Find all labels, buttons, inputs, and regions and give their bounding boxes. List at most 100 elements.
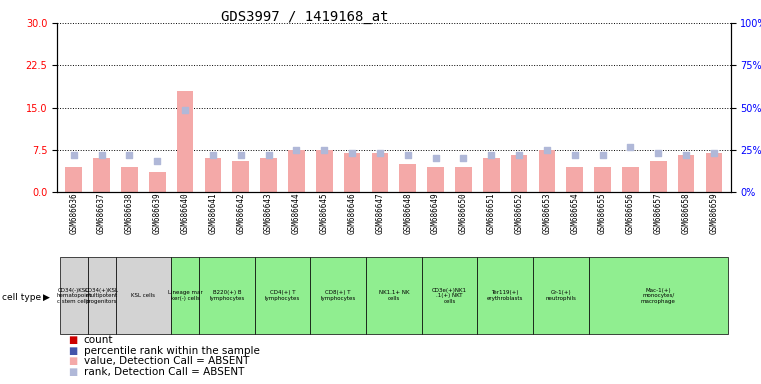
Bar — [366, 257, 422, 334]
Text: GSM686649: GSM686649 — [431, 192, 440, 233]
Point — [597, 152, 609, 159]
Text: GSM686638: GSM686638 — [125, 192, 134, 233]
Bar — [199, 257, 255, 334]
Text: GSM686636: GSM686636 — [69, 192, 78, 233]
Point — [513, 152, 525, 159]
Bar — [588, 257, 728, 334]
Text: GSM686650: GSM686650 — [459, 192, 468, 233]
Point — [624, 144, 636, 150]
Point — [318, 147, 330, 153]
Text: ■: ■ — [68, 356, 78, 366]
Point — [568, 152, 581, 159]
Bar — [177, 91, 193, 192]
Bar — [400, 164, 416, 192]
Point — [652, 149, 664, 156]
Text: CD34(-)KSL
hematopoiet
c stem cells: CD34(-)KSL hematopoiet c stem cells — [56, 288, 91, 304]
Bar — [477, 257, 533, 334]
Point — [457, 155, 470, 161]
Text: ▶: ▶ — [43, 293, 49, 302]
Bar — [483, 158, 499, 192]
Bar — [427, 167, 444, 192]
Bar — [232, 161, 249, 192]
Text: rank, Detection Call = ABSENT: rank, Detection Call = ABSENT — [84, 367, 244, 377]
Text: Ter119(+)
erythroblasts: Ter119(+) erythroblasts — [487, 290, 524, 301]
Point — [234, 152, 247, 159]
Text: CD8(+) T
lymphocytes: CD8(+) T lymphocytes — [320, 290, 356, 301]
Bar — [121, 167, 138, 192]
Text: Gr-1(+)
neutrophils: Gr-1(+) neutrophils — [546, 290, 576, 301]
Bar — [455, 167, 472, 192]
Bar — [371, 152, 388, 192]
Text: percentile rank within the sample: percentile rank within the sample — [84, 346, 260, 356]
Point — [207, 152, 219, 159]
Text: GSM686651: GSM686651 — [487, 192, 495, 233]
Bar — [310, 257, 366, 334]
Point — [263, 152, 275, 159]
Text: CD3e(+)NK1
.1(+) NKT
cells: CD3e(+)NK1 .1(+) NKT cells — [432, 288, 467, 304]
Bar — [511, 156, 527, 192]
Text: count: count — [84, 335, 113, 345]
Text: B220(+) B
lymphocytes: B220(+) B lymphocytes — [209, 290, 244, 301]
Bar — [650, 161, 667, 192]
Bar — [533, 257, 588, 334]
Point — [402, 152, 414, 159]
Point — [123, 152, 135, 159]
Point — [485, 152, 497, 159]
Bar — [88, 257, 116, 334]
Bar — [344, 152, 361, 192]
Text: GSM686657: GSM686657 — [654, 192, 663, 233]
Text: GSM686646: GSM686646 — [348, 192, 357, 233]
Text: Lineage mar
ker(-) cells: Lineage mar ker(-) cells — [167, 290, 202, 301]
Text: GSM686654: GSM686654 — [570, 192, 579, 233]
Text: ■: ■ — [68, 335, 78, 345]
Point — [429, 155, 441, 161]
Text: GSM686658: GSM686658 — [682, 192, 690, 233]
Text: GSM686641: GSM686641 — [209, 192, 218, 233]
Text: GSM686653: GSM686653 — [543, 192, 552, 233]
Text: GSM686639: GSM686639 — [153, 192, 162, 233]
Point — [346, 149, 358, 156]
Bar — [422, 257, 477, 334]
Text: GDS3997 / 1419168_at: GDS3997 / 1419168_at — [221, 10, 388, 23]
Text: GSM686652: GSM686652 — [514, 192, 524, 233]
Bar — [60, 257, 88, 334]
Bar — [94, 158, 110, 192]
Text: ■: ■ — [68, 367, 78, 377]
Text: CD34(+)KSL
multipotent
progenitors: CD34(+)KSL multipotent progenitors — [84, 288, 119, 304]
Text: GSM686655: GSM686655 — [598, 192, 607, 233]
Text: GSM686643: GSM686643 — [264, 192, 273, 233]
Point — [374, 149, 386, 156]
Bar — [288, 150, 304, 192]
Bar — [65, 167, 82, 192]
Text: GSM686642: GSM686642 — [236, 192, 245, 233]
Point — [541, 147, 553, 153]
Text: KSL cells: KSL cells — [132, 293, 155, 298]
Text: GSM686644: GSM686644 — [292, 192, 301, 233]
Bar — [705, 152, 722, 192]
Text: NK1.1+ NK
cells: NK1.1+ NK cells — [378, 290, 409, 301]
Bar — [255, 257, 310, 334]
Text: value, Detection Call = ABSENT: value, Detection Call = ABSENT — [84, 356, 249, 366]
Point — [680, 152, 692, 159]
Text: GSM686645: GSM686645 — [320, 192, 329, 233]
Text: GSM686640: GSM686640 — [180, 192, 189, 233]
Bar — [678, 156, 694, 192]
Text: GSM686656: GSM686656 — [626, 192, 635, 233]
Point — [68, 152, 80, 159]
Bar — [566, 167, 583, 192]
Text: ■: ■ — [68, 346, 78, 356]
Text: GSM686648: GSM686648 — [403, 192, 412, 233]
Point — [708, 149, 720, 156]
Text: GSM686659: GSM686659 — [709, 192, 718, 233]
Bar — [539, 150, 556, 192]
Bar — [594, 167, 611, 192]
Bar — [116, 257, 171, 334]
Text: cell type: cell type — [2, 293, 41, 302]
Point — [151, 158, 164, 164]
Bar — [622, 167, 638, 192]
Bar — [205, 158, 221, 192]
Point — [291, 147, 303, 153]
Point — [96, 152, 108, 159]
Text: GSM686647: GSM686647 — [375, 192, 384, 233]
Point — [179, 107, 191, 113]
